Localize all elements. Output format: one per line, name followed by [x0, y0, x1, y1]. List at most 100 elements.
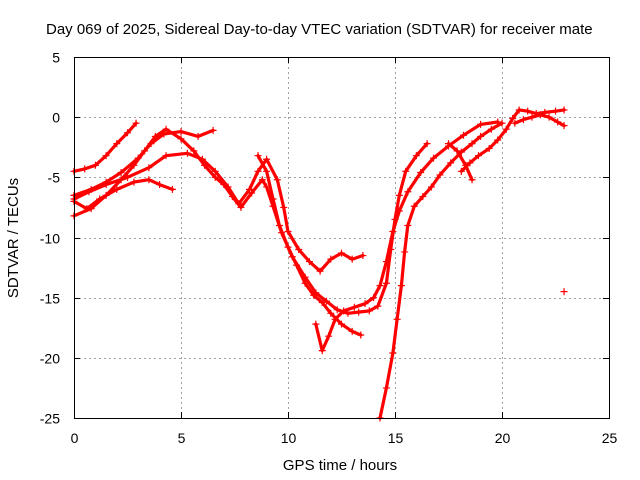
- data-point: [359, 252, 367, 260]
- data-point: [162, 152, 170, 160]
- data-point: [156, 181, 164, 189]
- data-point: [382, 258, 390, 266]
- data-point: [494, 136, 502, 144]
- data-point: [357, 331, 365, 339]
- data-point: [85, 188, 93, 196]
- data-point: [477, 132, 485, 140]
- data-point: [423, 140, 431, 148]
- data-point: [211, 173, 219, 181]
- series-track-11: [511, 111, 568, 130]
- data-point: [201, 161, 209, 169]
- data-point: [515, 106, 523, 114]
- y-tick-label: -5: [48, 170, 61, 186]
- x-tick-label: 15: [388, 430, 404, 446]
- data-point: [284, 243, 292, 251]
- data-point: [220, 181, 228, 189]
- data-point: [554, 118, 562, 126]
- x-tick-label: 20: [495, 430, 511, 446]
- x-tick-label: 5: [178, 430, 186, 446]
- data-point: [401, 248, 409, 256]
- data-point: [560, 122, 568, 130]
- grid-lines: [74, 57, 609, 418]
- data-point: [113, 185, 121, 193]
- data-point: [348, 327, 356, 335]
- y-tick-label: -25: [40, 411, 60, 427]
- data-point: [293, 261, 301, 269]
- series-outlier: [560, 288, 568, 296]
- data-point: [162, 125, 170, 133]
- data-point: [382, 384, 390, 392]
- data-point: [91, 161, 99, 169]
- data-point: [269, 195, 277, 203]
- data-point: [102, 191, 110, 199]
- data-point: [485, 144, 493, 152]
- series-track-10: [457, 106, 568, 175]
- data-point: [280, 203, 288, 211]
- data-point: [141, 147, 149, 155]
- data-point: [524, 107, 532, 115]
- y-axis-label: SDTVAR / TECUs: [5, 178, 22, 298]
- data-point: [459, 131, 467, 139]
- data-point: [177, 135, 185, 143]
- series-track-8: [376, 119, 506, 422]
- data-point: [318, 298, 326, 306]
- series-line: [513, 113, 566, 128]
- data-point: [190, 147, 198, 155]
- data-point: [327, 255, 335, 263]
- data-point: [316, 267, 324, 275]
- data-point: [263, 167, 271, 175]
- data-point: [254, 167, 262, 175]
- data-point: [393, 315, 401, 323]
- data-point: [412, 152, 420, 160]
- series-line: [256, 154, 363, 337]
- data-point: [474, 152, 482, 160]
- data-point: [447, 159, 455, 167]
- data-point: [333, 306, 341, 314]
- data-point: [519, 116, 527, 124]
- series-track-4: [70, 176, 176, 213]
- series-line: [72, 151, 365, 273]
- data-point: [209, 126, 217, 134]
- data-point: [338, 320, 345, 328]
- data-series: [70, 106, 568, 422]
- data-point: [389, 349, 397, 357]
- data-point: [81, 165, 89, 173]
- data-point: [537, 111, 545, 119]
- chart-title: Day 069 of 2025, Sidereal Day-to-day VTE…: [46, 21, 593, 38]
- series-line: [72, 178, 174, 211]
- data-point: [552, 107, 559, 115]
- data-point: [124, 129, 131, 137]
- data-point: [113, 140, 121, 148]
- data-point: [145, 164, 153, 172]
- data-point: [365, 307, 373, 315]
- data-point: [404, 221, 412, 229]
- data-point: [468, 176, 476, 184]
- data-point: [331, 315, 339, 323]
- data-point: [254, 152, 262, 160]
- data-point: [427, 183, 435, 191]
- series-line: [378, 121, 504, 420]
- data-point: [318, 347, 326, 355]
- data-point: [117, 176, 125, 184]
- series-track-5: [70, 125, 431, 317]
- data-point: [275, 221, 283, 229]
- x-tick-labels: 0 5 10 15 20 25: [71, 430, 618, 446]
- x-tick-label: 25: [602, 430, 618, 446]
- data-point: [466, 159, 474, 167]
- data-point: [419, 193, 427, 201]
- data-point: [295, 246, 303, 254]
- data-point: [395, 207, 403, 215]
- data-point: [130, 161, 138, 169]
- data-point: [228, 193, 236, 201]
- data-point: [498, 119, 506, 127]
- data-point: [397, 282, 405, 290]
- series-line: [446, 142, 474, 182]
- data-point: [374, 302, 382, 310]
- data-point: [350, 303, 358, 311]
- data-point: [417, 169, 425, 177]
- data-point: [211, 167, 219, 175]
- data-point: [487, 125, 495, 133]
- data-point: [370, 294, 378, 302]
- data-point: [194, 132, 202, 140]
